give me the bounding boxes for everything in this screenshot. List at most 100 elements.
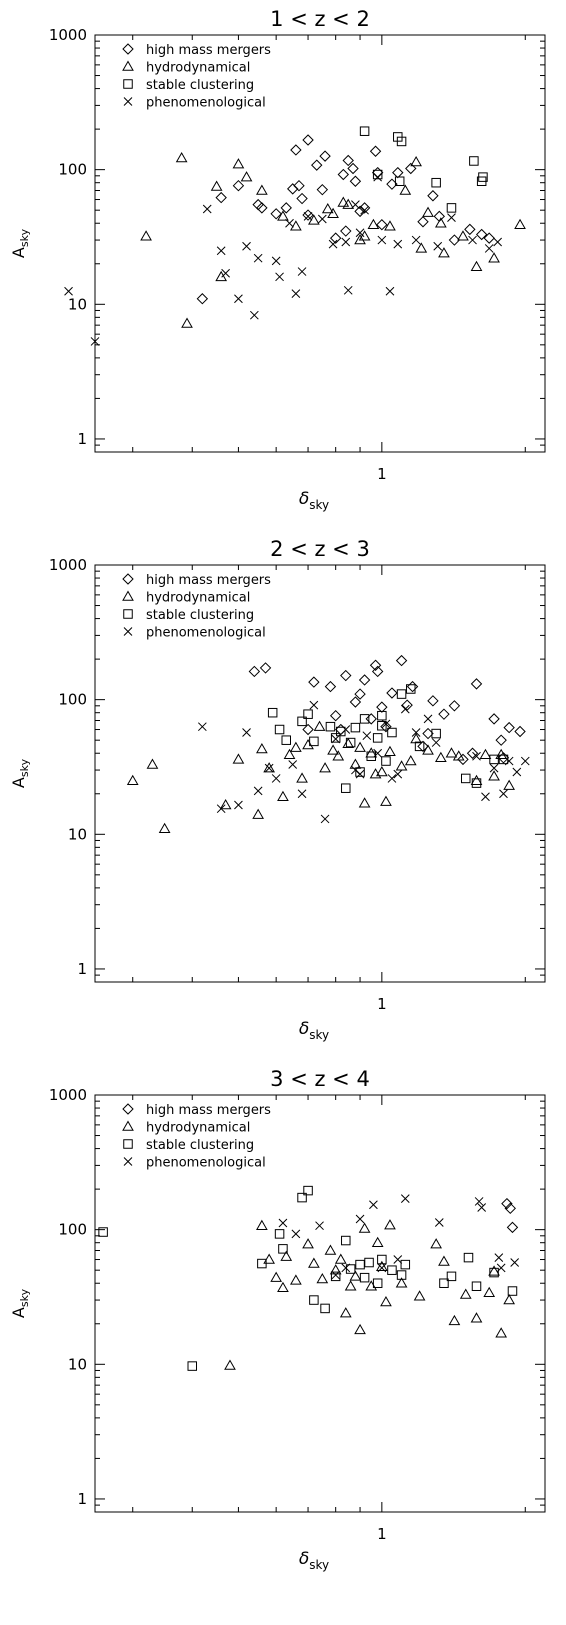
plot-frame bbox=[94, 564, 546, 983]
data-point bbox=[330, 733, 341, 743]
data-point bbox=[438, 247, 450, 258]
data-point bbox=[387, 727, 397, 738]
legend-marker bbox=[123, 1157, 133, 1166]
data-point bbox=[331, 1270, 341, 1280]
data-point bbox=[332, 750, 345, 761]
plot-frame bbox=[94, 1094, 546, 1513]
data-point bbox=[280, 1250, 293, 1261]
data-point bbox=[506, 1221, 519, 1234]
legend-label: stable clustering bbox=[146, 608, 254, 623]
data-point bbox=[503, 779, 516, 790]
data-point bbox=[457, 230, 469, 241]
data-point bbox=[232, 179, 245, 192]
data-point bbox=[349, 696, 362, 708]
data-point bbox=[232, 158, 245, 169]
data-point bbox=[489, 1267, 499, 1278]
data-point bbox=[232, 753, 245, 764]
data-point bbox=[393, 239, 403, 249]
data-point bbox=[290, 741, 302, 752]
data-point bbox=[410, 155, 422, 167]
data-point bbox=[341, 1263, 351, 1273]
data-point bbox=[175, 152, 188, 163]
data-point bbox=[257, 1258, 267, 1269]
data-point bbox=[219, 799, 232, 810]
legend-marker bbox=[123, 79, 133, 89]
data-point bbox=[303, 709, 313, 719]
data-point bbox=[380, 720, 392, 733]
data-point bbox=[393, 769, 403, 779]
data-point bbox=[340, 225, 352, 237]
legend-marker bbox=[123, 1139, 133, 1149]
data-point bbox=[495, 734, 507, 746]
data-point bbox=[221, 268, 230, 278]
data-point bbox=[308, 1257, 320, 1268]
data-point bbox=[471, 1281, 482, 1291]
data-point bbox=[242, 241, 251, 251]
data-point bbox=[259, 662, 272, 674]
data-point bbox=[520, 756, 530, 766]
data-point bbox=[158, 822, 171, 833]
y-tick-label: 10 bbox=[68, 1355, 87, 1373]
data-point bbox=[303, 211, 313, 221]
data-point bbox=[448, 234, 461, 246]
data-point bbox=[380, 795, 392, 806]
data-point bbox=[422, 744, 434, 755]
chart-panel: 1 < z < 2 1 10 100 1000 1 δsky Asky high mass me… bbox=[9, 7, 546, 512]
data-point bbox=[359, 714, 370, 724]
data-point bbox=[347, 162, 359, 175]
data-point bbox=[309, 736, 319, 747]
data-point bbox=[351, 200, 360, 209]
data-point bbox=[181, 317, 193, 328]
data-point bbox=[324, 1244, 337, 1255]
data-point bbox=[392, 166, 404, 179]
legend-marker bbox=[122, 590, 134, 601]
data-point bbox=[316, 1272, 329, 1284]
data-point bbox=[342, 154, 354, 167]
data-point bbox=[270, 1271, 283, 1282]
data-point bbox=[309, 700, 319, 710]
data-point bbox=[446, 203, 457, 213]
data-point bbox=[446, 1271, 457, 1282]
data-point bbox=[367, 218, 380, 229]
data-point bbox=[355, 228, 365, 238]
data-point bbox=[411, 728, 421, 737]
data-point bbox=[302, 739, 314, 750]
data-point bbox=[469, 156, 479, 166]
data-point bbox=[277, 1281, 289, 1293]
y-tick-label: 1000 bbox=[49, 1086, 87, 1104]
data-point bbox=[277, 790, 289, 802]
data-point bbox=[470, 774, 483, 785]
data-point bbox=[321, 203, 334, 214]
data-point bbox=[331, 734, 341, 744]
data-point bbox=[311, 159, 323, 171]
data-point bbox=[464, 223, 476, 236]
data-point bbox=[504, 1202, 516, 1215]
data-point bbox=[126, 774, 139, 785]
data-point bbox=[387, 774, 397, 783]
data-point bbox=[297, 1192, 307, 1203]
data-point bbox=[341, 783, 351, 793]
data-point bbox=[327, 207, 339, 219]
data-point bbox=[365, 747, 378, 758]
data-point bbox=[434, 217, 447, 228]
data-point bbox=[324, 680, 337, 693]
data-point bbox=[512, 767, 522, 777]
data-point bbox=[459, 1288, 472, 1299]
data-point bbox=[433, 241, 443, 251]
data-point bbox=[140, 230, 152, 241]
data-point bbox=[315, 1221, 324, 1231]
data-point bbox=[427, 190, 439, 202]
data-point bbox=[372, 733, 383, 743]
data-point bbox=[387, 1265, 397, 1275]
data-point bbox=[197, 722, 207, 732]
legend-marker bbox=[123, 627, 133, 636]
data-point bbox=[488, 1265, 500, 1276]
data-point bbox=[434, 751, 447, 763]
data-point bbox=[319, 762, 331, 773]
data-point bbox=[514, 725, 526, 738]
y-axis-label: Asky bbox=[9, 228, 31, 258]
data-point bbox=[308, 676, 320, 688]
x-axis-label: δsky bbox=[299, 1019, 329, 1042]
data-point bbox=[256, 202, 268, 214]
data-point bbox=[359, 126, 370, 136]
